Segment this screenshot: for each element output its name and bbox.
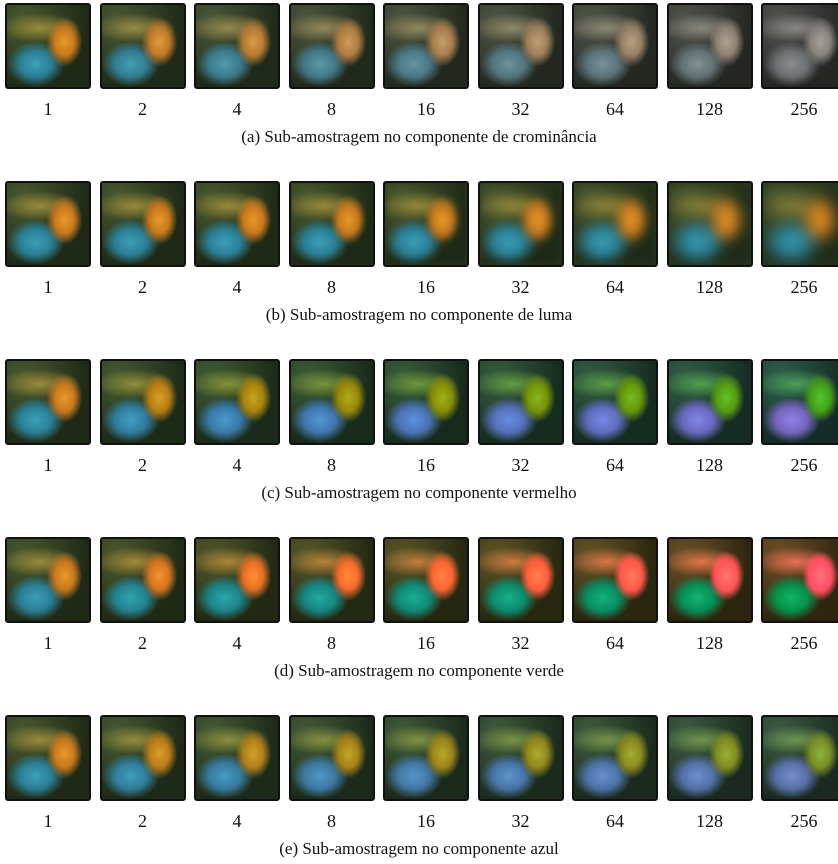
thumbnail [5, 3, 91, 89]
factor-label: 256 [761, 811, 838, 832]
factor-label: 64 [572, 633, 658, 654]
thumbnail [289, 537, 375, 623]
thumbnail [5, 715, 91, 801]
factor-label: 128 [667, 633, 753, 654]
thumbnail [289, 359, 375, 445]
factor-label: 2 [100, 811, 186, 832]
factor-label: 64 [572, 99, 658, 120]
factor-label: 4 [194, 811, 280, 832]
thumbnail [761, 715, 838, 801]
factor-label: 64 [572, 811, 658, 832]
thumbnail [383, 3, 469, 89]
factor-label: 128 [667, 455, 753, 476]
figure: 1248163264128256(a) Sub-amostragem no co… [0, 0, 838, 864]
thumbnail [194, 3, 280, 89]
thumbnail [572, 359, 658, 445]
caption: (b) Sub-amostragem no componente de luma [0, 305, 838, 325]
factor-label: 64 [572, 277, 658, 298]
thumbnail [761, 537, 838, 623]
thumbnail [478, 359, 564, 445]
thumbnail [383, 537, 469, 623]
factor-label: 128 [667, 811, 753, 832]
thumbnail [5, 181, 91, 267]
thumbnail [289, 3, 375, 89]
thumbnail [478, 537, 564, 623]
factor-label: 16 [383, 277, 469, 298]
thumbnail [478, 181, 564, 267]
factor-label: 16 [383, 811, 469, 832]
factor-label: 32 [478, 99, 564, 120]
caption: (c) Sub-amostragem no componente vermelh… [0, 483, 838, 503]
factor-label: 256 [761, 633, 838, 654]
thumbnail [100, 537, 186, 623]
thumbnail [383, 715, 469, 801]
factor-label: 32 [478, 633, 564, 654]
factor-label: 2 [100, 455, 186, 476]
thumbnail [667, 537, 753, 623]
factor-label: 16 [383, 99, 469, 120]
factor-label: 128 [667, 99, 753, 120]
factor-label: 2 [100, 277, 186, 298]
thumbnail [100, 3, 186, 89]
thumbnail [5, 359, 91, 445]
factor-label: 2 [100, 99, 186, 120]
factor-label: 64 [572, 455, 658, 476]
factor-label: 1 [5, 99, 91, 120]
thumbnail [5, 537, 91, 623]
factor-label: 4 [194, 99, 280, 120]
caption: (e) Sub-amostragem no componente azul [0, 839, 838, 859]
thumbnail [100, 359, 186, 445]
factor-label: 8 [289, 811, 375, 832]
thumbnail [572, 537, 658, 623]
thumbnail [667, 181, 753, 267]
thumbnail [194, 715, 280, 801]
thumbnail [667, 715, 753, 801]
factor-label: 4 [194, 633, 280, 654]
thumbnail [667, 3, 753, 89]
factor-label: 2 [100, 633, 186, 654]
factor-label: 1 [5, 277, 91, 298]
thumbnail [761, 3, 838, 89]
factor-label: 256 [761, 455, 838, 476]
thumbnail [194, 181, 280, 267]
thumbnail [478, 3, 564, 89]
thumbnail [572, 715, 658, 801]
thumbnail [289, 715, 375, 801]
factor-label: 4 [194, 277, 280, 298]
factor-label: 32 [478, 811, 564, 832]
thumbnail [383, 359, 469, 445]
factor-label: 16 [383, 633, 469, 654]
factor-label: 256 [761, 99, 838, 120]
thumbnail [100, 181, 186, 267]
factor-label: 32 [478, 277, 564, 298]
caption: (a) Sub-amostragem no componente de crom… [0, 127, 838, 147]
thumbnail [194, 359, 280, 445]
thumbnail [478, 715, 564, 801]
thumbnail [761, 181, 838, 267]
factor-label: 8 [289, 633, 375, 654]
factor-label: 8 [289, 455, 375, 476]
factor-label: 4 [194, 455, 280, 476]
thumbnail [289, 181, 375, 267]
factor-label: 8 [289, 99, 375, 120]
factor-label: 1 [5, 455, 91, 476]
factor-label: 256 [761, 277, 838, 298]
thumbnail [572, 181, 658, 267]
factor-label: 32 [478, 455, 564, 476]
thumbnail [572, 3, 658, 89]
thumbnail [667, 359, 753, 445]
thumbnail [383, 181, 469, 267]
factor-label: 8 [289, 277, 375, 298]
thumbnail [761, 359, 838, 445]
factor-label: 16 [383, 455, 469, 476]
thumbnail [100, 715, 186, 801]
factor-label: 1 [5, 633, 91, 654]
caption: (d) Sub-amostragem no componente verde [0, 661, 838, 681]
factor-label: 128 [667, 277, 753, 298]
factor-label: 1 [5, 811, 91, 832]
thumbnail [194, 537, 280, 623]
